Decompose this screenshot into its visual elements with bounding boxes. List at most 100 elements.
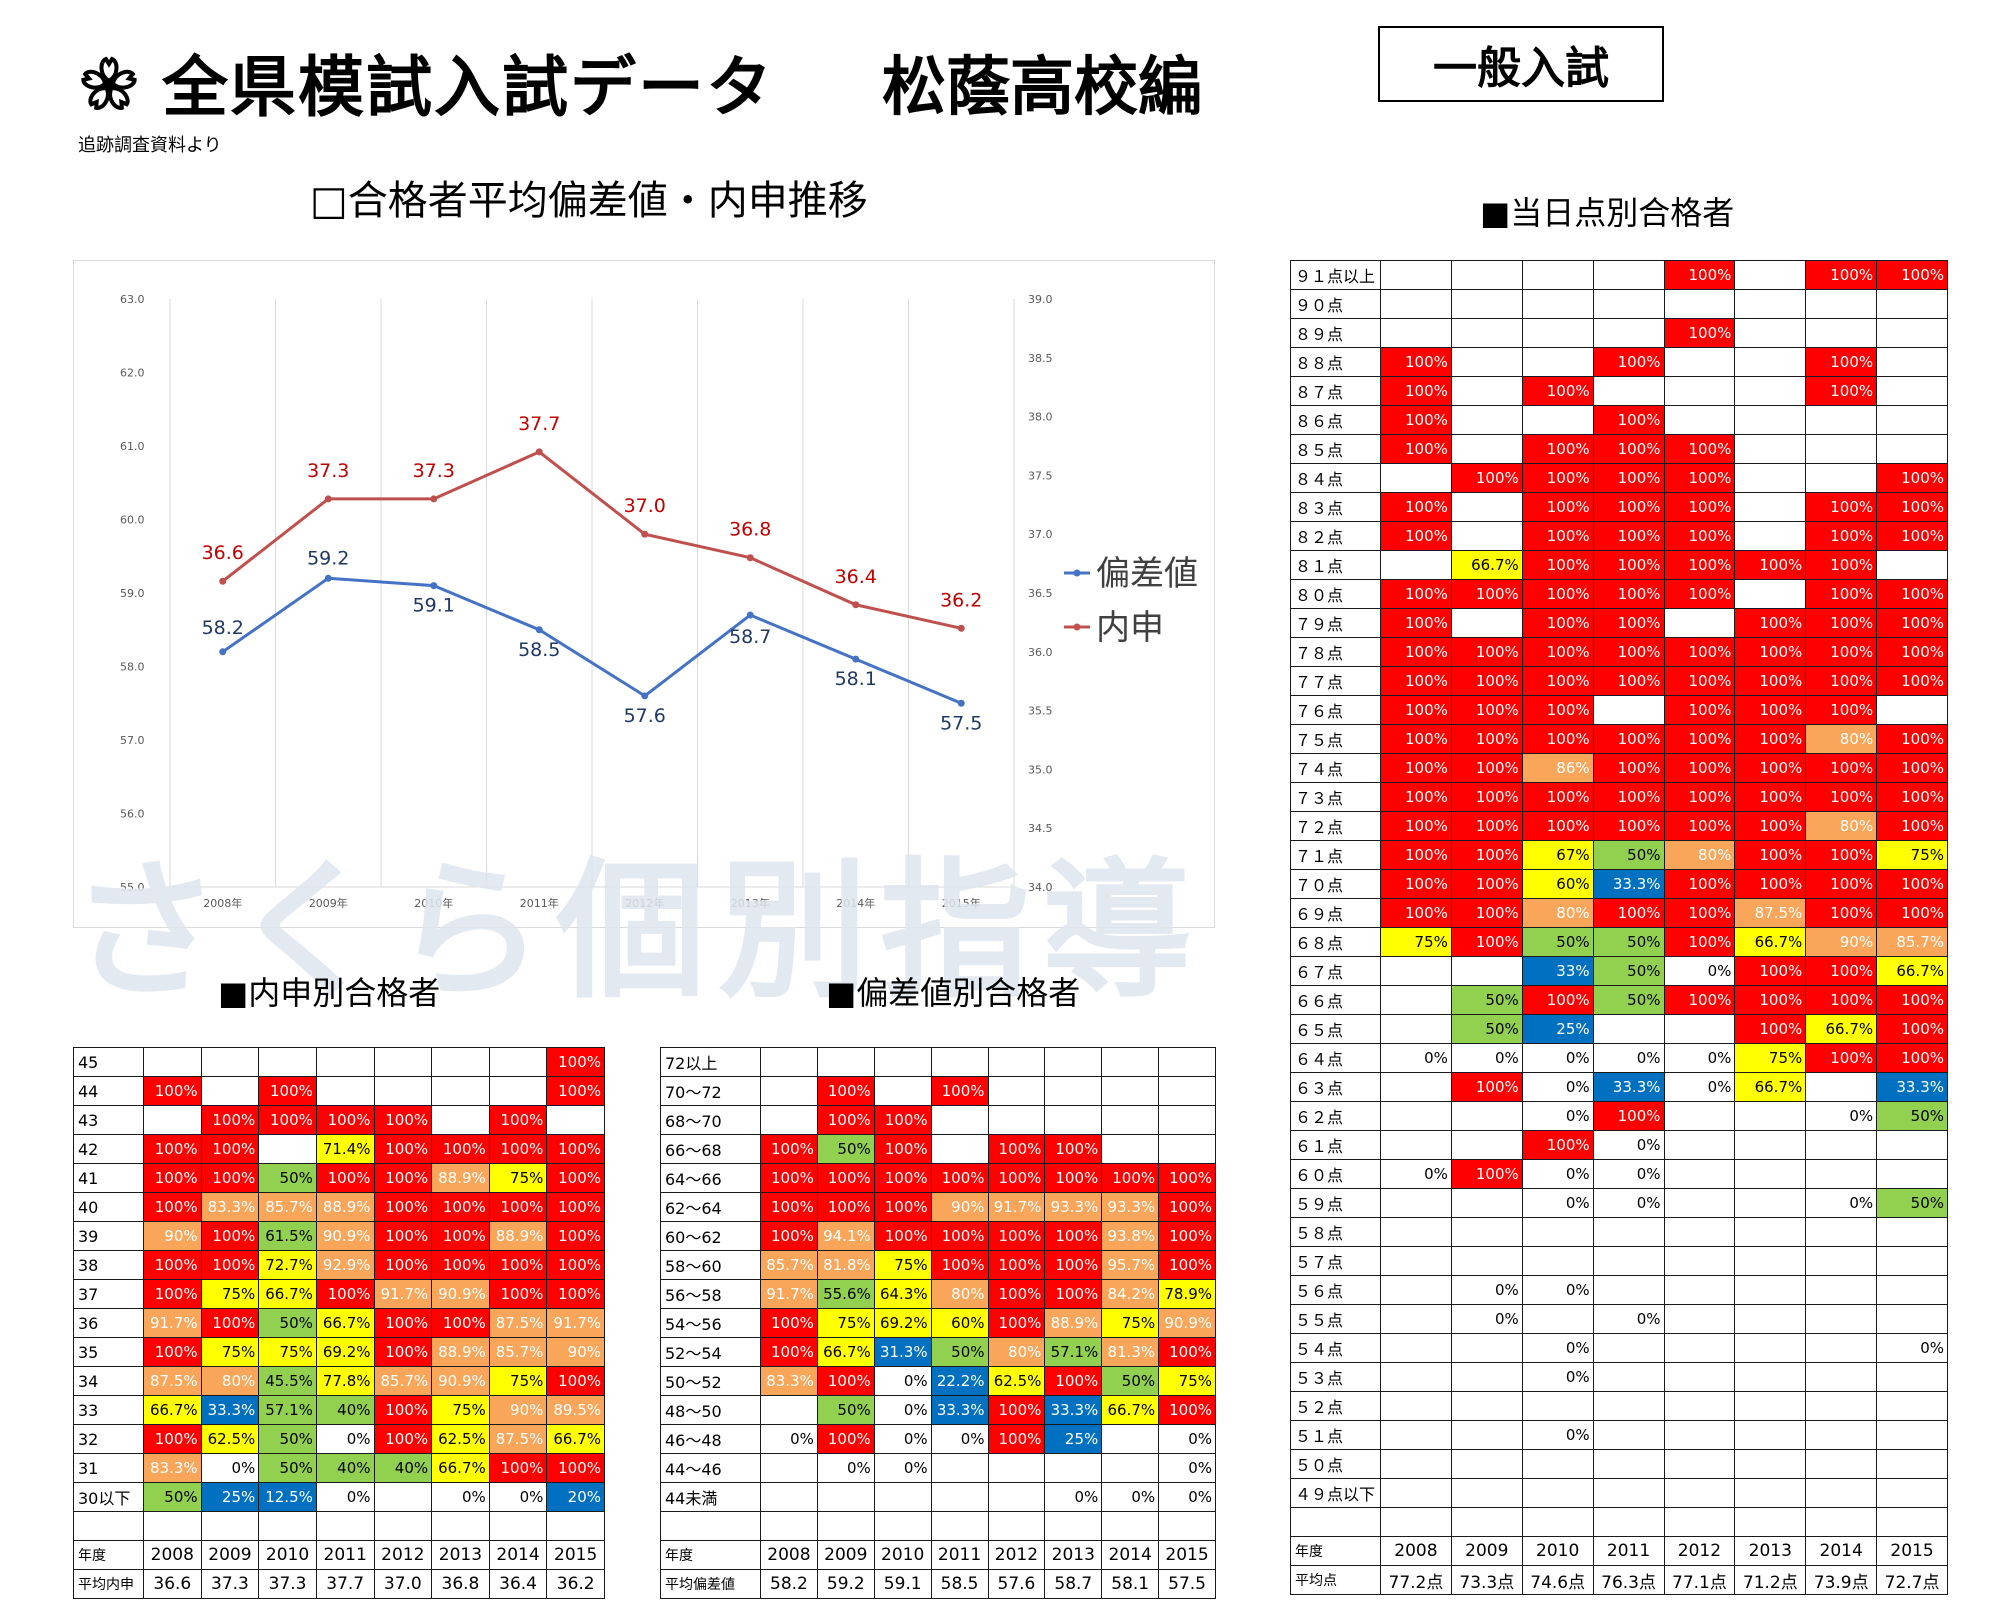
table-cell: 100% (987, 1134, 1046, 1164)
left-tick-label: 59.0 (120, 587, 145, 600)
table-cell: 100% (1521, 492, 1594, 522)
table-cell: 0% (1521, 1043, 1594, 1073)
table-cell: 100% (1521, 463, 1594, 493)
table-cell: 100% (1380, 376, 1452, 406)
table-cell (431, 1076, 490, 1106)
table-cell: 100% (1380, 782, 1452, 812)
data-point (641, 530, 649, 538)
table-cell (1450, 1333, 1523, 1363)
table-row: ７３点 100% 100% 100% 100% 100% 100% 100% 100% (1290, 782, 1948, 812)
table-cell: 88.9% (431, 1337, 490, 1367)
row-label: ７０点 (1290, 869, 1381, 899)
table-cell: 100% (546, 1366, 605, 1396)
year-cell: 2009 (200, 1540, 260, 1570)
year-cell: 2014 (1101, 1540, 1160, 1570)
table-cell: 22.2% (930, 1366, 989, 1396)
table-cell (760, 1076, 818, 1106)
table-cell: 100% (373, 1424, 433, 1454)
average-cell: 59.1 (873, 1569, 932, 1599)
table-cell: 100% (987, 1395, 1046, 1425)
table-cell: 100% (431, 1250, 490, 1280)
table-row: ８５点 100% 100% 100% 100% (1290, 434, 1948, 464)
data-point (219, 577, 227, 585)
row-label: ９０点 (1290, 289, 1381, 319)
table-cell: 100% (1592, 1101, 1665, 1131)
table-cell: 100% (1734, 695, 1807, 725)
table-cell: 100% (1734, 985, 1807, 1015)
row-label: ８３点 (1290, 492, 1381, 522)
blank-cell (488, 1511, 548, 1541)
table-cell: 83.3% (143, 1453, 202, 1483)
table-cell (1805, 1391, 1878, 1421)
table-cell (1450, 1362, 1523, 1392)
left-tick-label: 63.0 (120, 293, 145, 306)
table-cell: 75% (1101, 1308, 1160, 1338)
row-label: ５７点 (1290, 1246, 1381, 1276)
data-label: 36.2 (940, 589, 982, 611)
table-cell: 100% (1592, 347, 1665, 377)
table-cell (1805, 1362, 1878, 1392)
table-cell: 50% (258, 1453, 317, 1483)
table-cell: 0% (1876, 1333, 1948, 1363)
table-row: ８０点 100% 100% 100% 100% 100% 100% 100% (1290, 579, 1948, 609)
year-row: 年度 2008 2009 2010 2011 2012 2013 2014 2015 (660, 1540, 1216, 1570)
table-cell (1380, 1130, 1452, 1160)
table-cell: 0% (816, 1453, 875, 1483)
table-cell: 100% (1734, 782, 1807, 812)
x-tick-label: 2008年 (203, 896, 242, 910)
table-cell: 100% (1663, 724, 1736, 754)
table-cell (1734, 463, 1807, 493)
table-row: ７９点 100% 100% 100% 100% 100% 100% (1290, 608, 1948, 638)
table-cell: 75% (1158, 1366, 1216, 1396)
table-cell: 0% (315, 1482, 375, 1512)
year-cell: 2012 (373, 1540, 433, 1570)
blank-cell (1450, 1507, 1523, 1537)
table-cell: 100% (1380, 811, 1452, 841)
table-cell: 90% (1805, 927, 1878, 957)
table-cell: 100% (1158, 1250, 1216, 1280)
table-cell: 100% (930, 1250, 989, 1280)
table-row: ８３点 100% 100% 100% 100% 100% 100% (1290, 492, 1948, 522)
table-cell: 81.8% (816, 1250, 875, 1280)
watermark: さくら個別指導 (70, 843, 1205, 1019)
row-label: 35 (73, 1337, 144, 1367)
table-cell: 100% (1521, 695, 1594, 725)
row-label: 66～68 (660, 1134, 761, 1164)
table-cell: 100% (488, 1134, 548, 1164)
table-cell: 0% (1521, 1188, 1594, 1218)
table-cell: 67% (1521, 840, 1594, 870)
table-cell: 0% (1592, 1130, 1665, 1160)
table-cell (1805, 1478, 1878, 1508)
table-cell (1876, 1246, 1948, 1276)
blank-cell (930, 1511, 989, 1541)
blank-row (73, 1511, 605, 1541)
table-cell: 90.9% (1158, 1308, 1216, 1338)
row-label: ８８点 (1290, 347, 1381, 377)
row-label: ５１点 (1290, 1420, 1381, 1450)
table-cell: 90.9% (431, 1279, 490, 1309)
table-cell: 100% (1044, 1163, 1103, 1193)
left-tick-label: 62.0 (120, 367, 145, 380)
average-cell: 74.6点 (1521, 1565, 1594, 1595)
table-cell: 0% (1158, 1453, 1216, 1483)
table-cell (1380, 1478, 1452, 1508)
right-tick-label: 34.5 (1028, 822, 1053, 835)
table-cell: 0% (1805, 1101, 1878, 1131)
table-cell: 66.7% (816, 1337, 875, 1367)
right-tick-label: 36.0 (1028, 646, 1053, 659)
data-point (852, 655, 860, 663)
blank-cell (1663, 1507, 1736, 1537)
table-cell: 50% (930, 1337, 989, 1367)
table-cell (1450, 347, 1523, 377)
table-cell (1876, 1391, 1948, 1421)
table-cell: 100% (546, 1192, 605, 1222)
table-cell (143, 1105, 202, 1135)
row-label: ５４点 (1290, 1333, 1381, 1363)
data-label: 57.5 (940, 712, 982, 734)
table-cell: 100% (816, 1163, 875, 1193)
table-cell (143, 1047, 202, 1077)
table-cell: 0% (1521, 1159, 1594, 1189)
data-point (430, 582, 438, 590)
table-cell: 100% (1592, 550, 1665, 580)
table-cell: 75% (488, 1163, 548, 1193)
